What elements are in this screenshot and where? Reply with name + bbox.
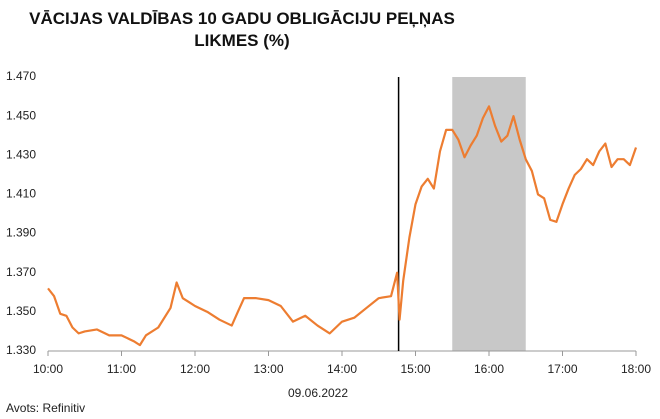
source-note: Avots: Refinitiv (6, 401, 85, 415)
y-tick-label: 1.430 (6, 147, 36, 161)
x-tick-label: 14:00 (327, 362, 357, 376)
y-tick-label: 1.350 (6, 304, 36, 318)
highlight-span (452, 77, 526, 351)
x-tick-label: 15:00 (400, 362, 430, 376)
x-axis-label: 09.06.2022 (288, 386, 348, 400)
data-line (47, 105, 638, 347)
x-tick-label: 17:00 (547, 362, 577, 376)
x-tick-label: 16:00 (474, 362, 504, 376)
x-tick-label: 12:00 (180, 362, 210, 376)
y-tick-label: 1.370 (6, 265, 36, 279)
chart-title: VĀCIJAS VALDĪBAS 10 GADU OBLIGĀCIJU PEĻŅ… (29, 9, 455, 50)
y-tick-label: 1.470 (6, 69, 36, 83)
x-tick-label: 18:00 (621, 362, 651, 376)
y-tick-label: 1.450 (6, 108, 36, 122)
y-tick-label: 1.390 (6, 226, 36, 240)
x-tick-label: 13:00 (253, 362, 283, 376)
y-tick-label: 1.410 (6, 187, 36, 201)
y-tick-label: 1.330 (6, 343, 36, 357)
x-tick-label: 10:00 (33, 362, 63, 376)
x-tick-label: 11:00 (107, 362, 136, 376)
